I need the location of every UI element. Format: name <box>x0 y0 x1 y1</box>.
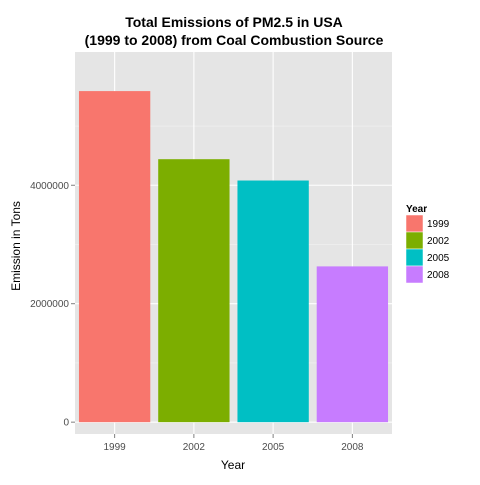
plot-panel <box>75 52 392 434</box>
y-tick-label: 4000000 <box>30 181 69 192</box>
chart-title-line-2: (1999 to 2008) from Coal Combustion Sour… <box>85 32 384 48</box>
y-axis-title: Emission in Tons <box>9 201 23 291</box>
legend-title: Year <box>406 204 427 215</box>
legend-key-2008 <box>405 265 424 284</box>
legend-label: 2008 <box>427 270 450 281</box>
legend-key-2002 <box>405 231 424 250</box>
x-tick-label: 2005 <box>262 442 285 453</box>
legend-label: 2005 <box>427 253 450 264</box>
legend-label: 2002 <box>427 236 450 247</box>
bar-2008 <box>316 266 389 423</box>
x-tick-label: 2008 <box>341 442 364 453</box>
x-axis-title: Year <box>221 458 245 472</box>
chart-title-line-1: Total Emissions of PM2.5 in USA <box>125 14 343 30</box>
bar-2005 <box>237 180 309 423</box>
legend-label: 1999 <box>427 219 450 230</box>
legend-key-2005 <box>405 248 424 267</box>
y-tick-label: 0 <box>63 418 69 429</box>
bar-1999 <box>78 91 151 423</box>
y-tick-label: 2000000 <box>30 299 69 310</box>
legend-key-1999 <box>405 214 424 233</box>
x-tick-label: 1999 <box>104 442 127 453</box>
x-tick-label: 2002 <box>183 442 206 453</box>
bar-2002 <box>158 159 230 423</box>
